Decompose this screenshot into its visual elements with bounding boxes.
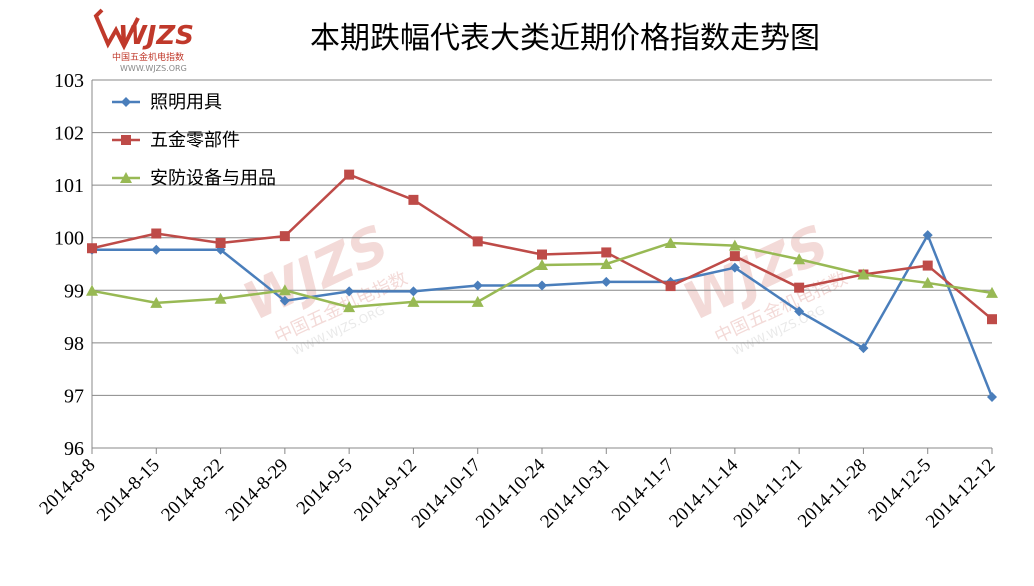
series-2: [86, 236, 998, 313]
data-point: [987, 392, 997, 403]
data-point: [665, 281, 676, 292]
data-point: [279, 231, 290, 242]
legend-item-1: 五金零部件: [112, 130, 240, 151]
x-tick-label: 2014-12-12: [922, 455, 1000, 533]
x-tick-label: 2014-11-21: [730, 455, 807, 532]
data-point: [922, 230, 933, 241]
x-tick-label: 2014-8-22: [157, 455, 228, 526]
y-tick-label: 98: [64, 333, 84, 355]
y-tick-labels: 96 97 98 99 100 101 102 103: [54, 70, 84, 460]
data-point: [601, 247, 612, 258]
data-point: [408, 194, 419, 205]
data-point: [922, 260, 933, 271]
y-tick-label: 97: [64, 385, 84, 407]
data-point: [87, 243, 97, 254]
legend-label: 五金零部件: [150, 130, 240, 151]
data-point: [344, 286, 355, 297]
data-point: [857, 268, 870, 280]
data-point: [601, 276, 612, 287]
wjzs-logo: WJZS 中国五金机电指数 WWW.WJZS.ORG: [93, 8, 194, 73]
data-point: [793, 253, 806, 265]
data-point: [407, 295, 420, 307]
y-tick-label: 96: [64, 438, 84, 460]
x-tick-label: 2014-9-5: [293, 455, 357, 519]
logo-subtitle: 中国五金机电指数: [112, 51, 184, 63]
data-point: [794, 282, 805, 293]
data-point: [343, 301, 356, 313]
logo-url: WWW.WJZS.ORG: [120, 64, 187, 73]
data-point: [536, 259, 548, 271]
y-tick-label: 99: [64, 280, 84, 302]
data-point: [987, 314, 997, 325]
data-point: [150, 296, 163, 308]
data-point: [471, 295, 484, 307]
y-tick-label: 101: [54, 175, 84, 197]
data-point: [278, 284, 291, 296]
data-point: [600, 258, 613, 269]
legend-item-0: 照明用具: [112, 92, 222, 113]
data-point: [537, 280, 547, 291]
y-tick-label: 100: [54, 228, 84, 250]
x-tick-label: 2014-10-17: [408, 455, 486, 533]
legend-marker: [121, 135, 131, 145]
data-point: [921, 276, 934, 288]
data-point: [986, 286, 998, 298]
legend-label: 安防设备与用品: [150, 168, 276, 189]
x-tick-label: 2014-8-8: [35, 455, 99, 519]
x-tick-label: 2014-8-29: [222, 455, 293, 526]
grid-lines: [92, 79, 992, 449]
x-tick-label: 2014-11-28: [794, 455, 871, 532]
data-point: [151, 244, 162, 255]
data-point: [214, 292, 227, 304]
data-point: [86, 284, 98, 296]
series-0: [87, 230, 997, 403]
data-point: [472, 280, 483, 291]
axes: [91, 80, 993, 454]
legend-label: 照明用具: [150, 92, 222, 113]
legend-marker: [120, 172, 132, 183]
chart-title: 本期跌幅代表大类近期价格指数走势图: [310, 21, 820, 56]
y-tick-label: 102: [54, 123, 84, 145]
logo-brand: WJZS: [118, 21, 194, 51]
legend-marker: [121, 97, 131, 107]
logo-checkmark-icon: [93, 8, 140, 51]
series-1: [87, 169, 997, 325]
data-point: [408, 286, 419, 297]
data-point: [729, 251, 740, 262]
data-point: [858, 343, 869, 354]
watermark-left: WJZS 中国五金机电指数 WWW.WJZS.ORG: [235, 214, 411, 358]
x-tick-label: 2014-8-15: [93, 455, 164, 526]
data-point: [344, 169, 355, 180]
x-tick-label: 2014-10-31: [536, 455, 614, 533]
data-point: [728, 239, 741, 251]
data-point: [537, 249, 547, 260]
data-point: [151, 228, 162, 239]
x-tick-label: 2014-11-14: [665, 454, 742, 531]
y-tick-label: 103: [54, 70, 84, 92]
data-point: [215, 237, 226, 248]
data-point: [664, 236, 677, 248]
data-point: [794, 306, 805, 317]
series-group: [86, 169, 998, 403]
data-point: [279, 295, 290, 306]
data-point: [729, 262, 740, 273]
legend-item-2: 安防设备与用品: [112, 168, 276, 189]
data-point: [472, 236, 483, 247]
